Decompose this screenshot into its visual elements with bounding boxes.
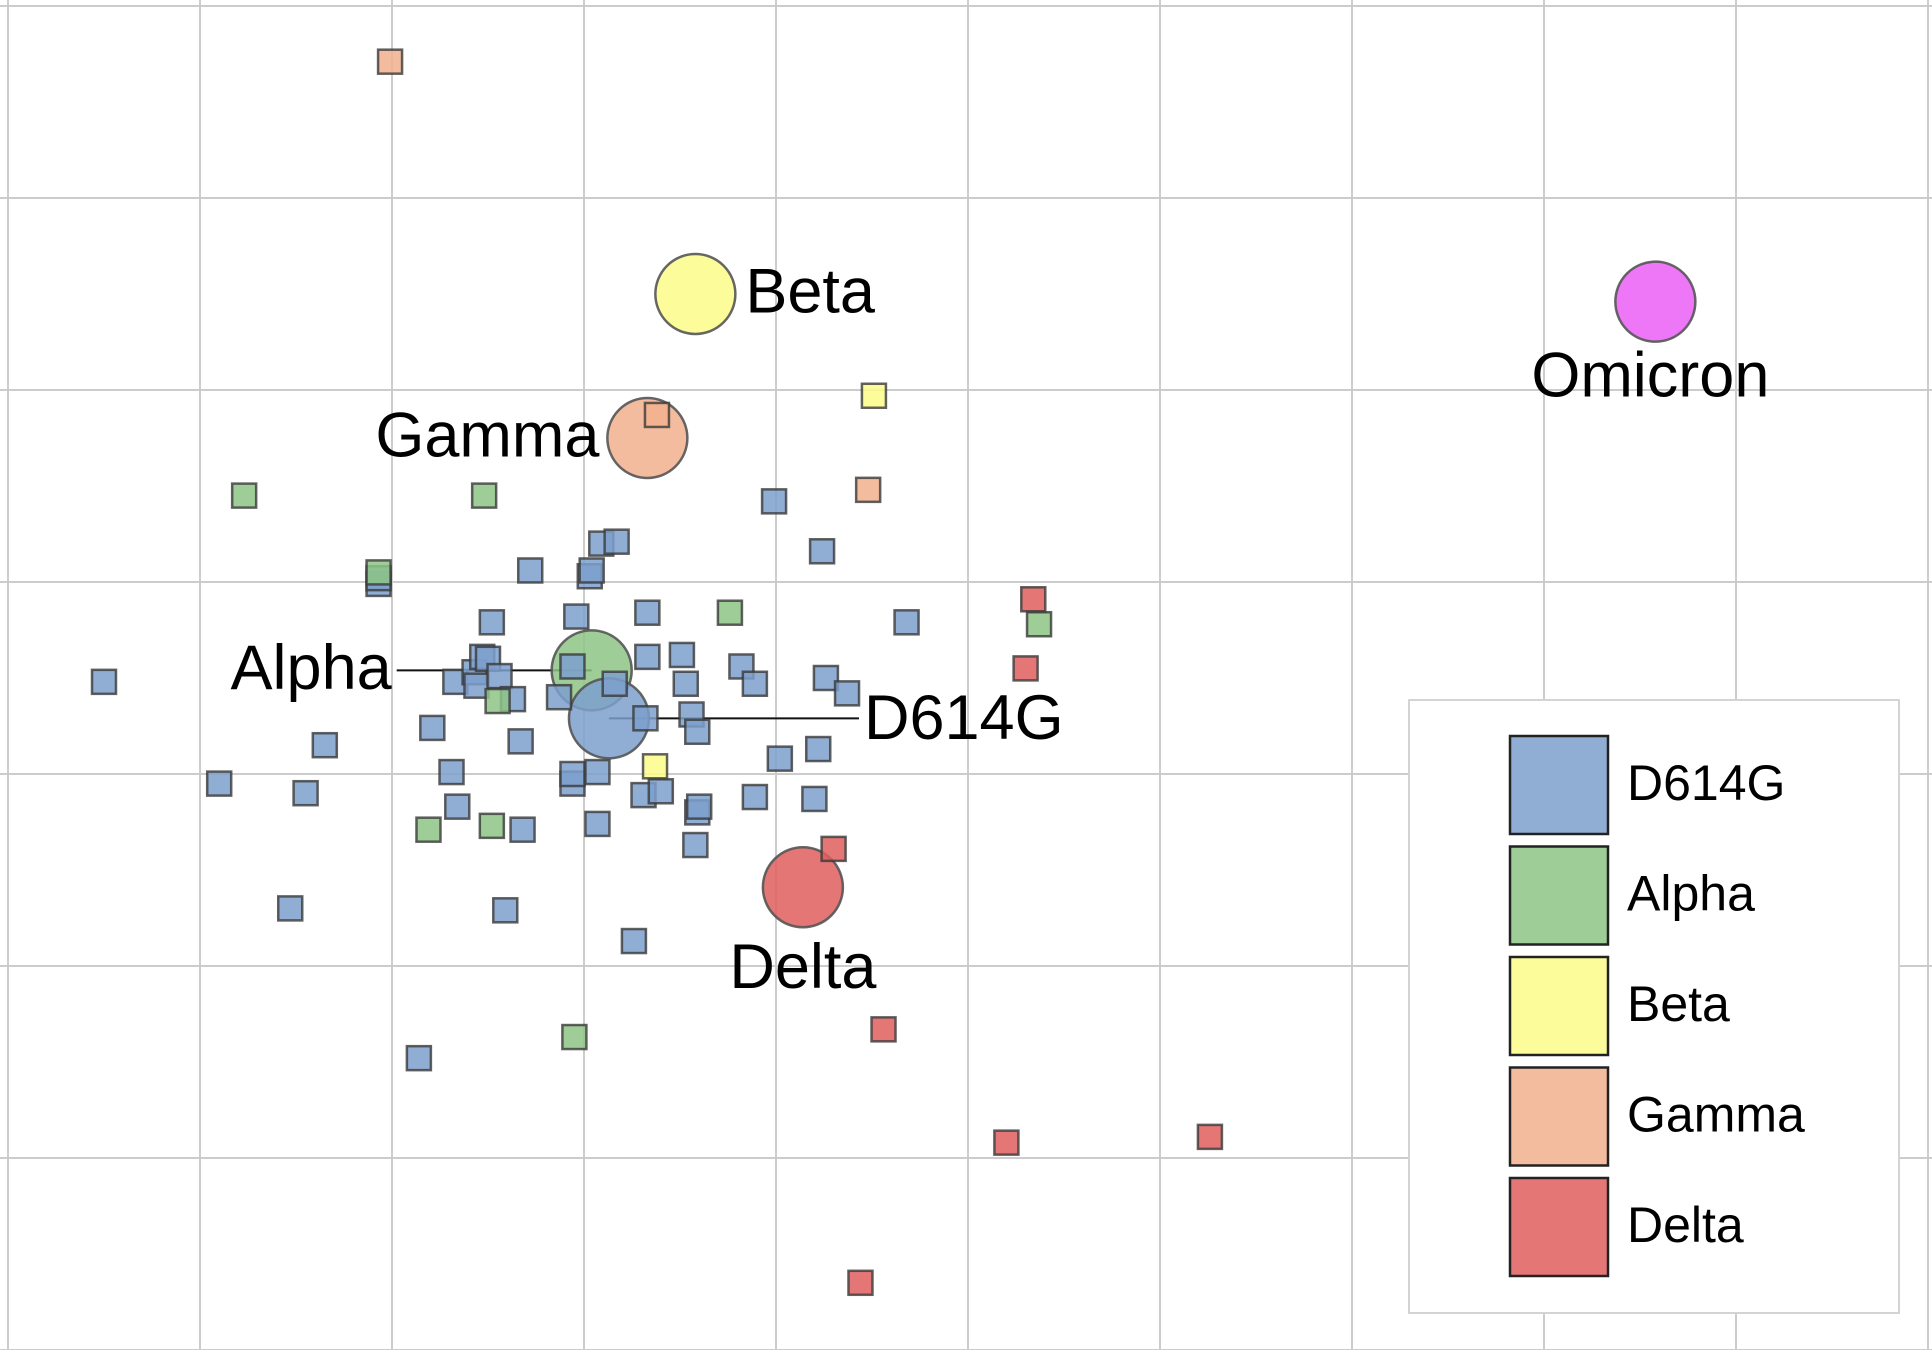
antigen-label-alpha: Alpha: [231, 633, 393, 703]
serum-points: [90, 48, 1224, 1297]
serum-d614g: [584, 758, 611, 786]
serum-d614g: [741, 670, 769, 698]
serum-d614g: [685, 793, 713, 820]
serum-d614g: [276, 895, 304, 922]
legend-label-delta: Delta: [1627, 1197, 1744, 1253]
serum-d614g: [893, 609, 920, 636]
antigen-label-d614g: D614G: [864, 683, 1064, 753]
serum-d614g: [584, 810, 611, 838]
serum-d614g: [516, 557, 544, 584]
serum-d614g: [292, 779, 319, 807]
serum-d614g: [833, 680, 861, 707]
antigen-delta: [761, 846, 845, 929]
serum-d614g: [311, 731, 339, 759]
serum-d614g: [812, 664, 840, 692]
serum-d614g: [603, 528, 630, 555]
serum-beta: [860, 382, 888, 410]
legend-swatch-delta: [1508, 1176, 1610, 1278]
serum-delta: [1196, 1123, 1224, 1151]
serum-alpha: [1025, 610, 1053, 638]
serum-d614g: [808, 538, 836, 565]
serum-delta: [847, 1269, 874, 1297]
antigen-label-gamma: Gamma: [375, 401, 600, 471]
antigen-label-beta: Beta: [745, 257, 876, 327]
serum-d614g: [559, 760, 586, 788]
serum-alpha: [415, 816, 442, 843]
serum-d614g: [804, 735, 832, 763]
serum-d614g: [578, 557, 605, 584]
serum-d614g: [801, 785, 828, 813]
serum-d614g: [90, 668, 118, 696]
serum-d614g: [478, 609, 506, 636]
serum-alpha: [561, 1023, 588, 1051]
legend: D614G Alpha Beta Gamma Delta: [1408, 699, 1900, 1314]
serum-gamma: [643, 401, 671, 429]
serum-d614g: [405, 1044, 433, 1072]
legend-swatch-beta: [1508, 955, 1610, 1057]
serum-d614g: [668, 641, 696, 669]
legend-label-gamma: Gamma: [1627, 1087, 1805, 1143]
legend-label-d614g: D614G: [1627, 755, 1785, 811]
legend-swatch-gamma: [1508, 1066, 1610, 1167]
serum-alpha: [716, 599, 744, 626]
serum-d614g: [741, 783, 769, 811]
serum-delta: [820, 835, 847, 863]
legend-swatch-d614g: [1508, 734, 1610, 836]
serum-delta: [870, 1016, 897, 1043]
serum-d614g: [507, 728, 534, 755]
legend-swatch-alpha: [1508, 845, 1610, 946]
legend-box: [1408, 699, 1900, 1314]
serum-d614g: [672, 670, 700, 698]
serum-d614g: [682, 831, 709, 859]
serum-d614g: [632, 705, 659, 732]
serum-d614g: [634, 599, 661, 626]
serum-d614g: [419, 714, 446, 742]
serum-alpha: [470, 482, 498, 509]
serum-delta: [1020, 586, 1047, 613]
serum-d614g: [509, 816, 536, 843]
serum-d614g: [205, 770, 233, 797]
serum-alpha: [365, 559, 392, 586]
serum-gamma: [854, 476, 882, 504]
serum-d614g: [563, 603, 590, 630]
serum-alpha: [478, 812, 506, 840]
serum-beta: [641, 753, 669, 780]
antigen-omicron: [1614, 260, 1697, 343]
serum-d614g: [559, 653, 586, 680]
serum-d614g: [647, 778, 675, 805]
serum-d614g: [760, 488, 788, 515]
serum-delta: [1012, 655, 1039, 682]
legend-label-alpha: Alpha: [1627, 866, 1755, 922]
serum-d614g: [486, 662, 513, 690]
serum-d614g: [684, 718, 711, 746]
serum-d614g: [444, 793, 471, 820]
serum-delta: [993, 1129, 1020, 1156]
antigen-labels: Beta Omicron Gamma Alpha D614G Delta: [231, 257, 1770, 1002]
serum-d614g: [601, 670, 628, 698]
antigen-beta: [654, 252, 737, 336]
serum-alpha: [230, 482, 258, 509]
serum-d614g: [634, 643, 661, 671]
serum-d614g: [620, 927, 648, 955]
serum-alpha: [484, 687, 511, 715]
serum-d614g: [766, 745, 794, 772]
antigen-label-delta: Delta: [729, 932, 877, 1002]
serum-d614g: [438, 758, 465, 786]
serum-d614g: [492, 897, 519, 924]
antigen-label-omicron: Omicron: [1531, 340, 1769, 410]
serum-d614g: [545, 683, 573, 711]
serum-gamma: [376, 48, 404, 75]
legend-label-beta: Beta: [1627, 976, 1730, 1032]
